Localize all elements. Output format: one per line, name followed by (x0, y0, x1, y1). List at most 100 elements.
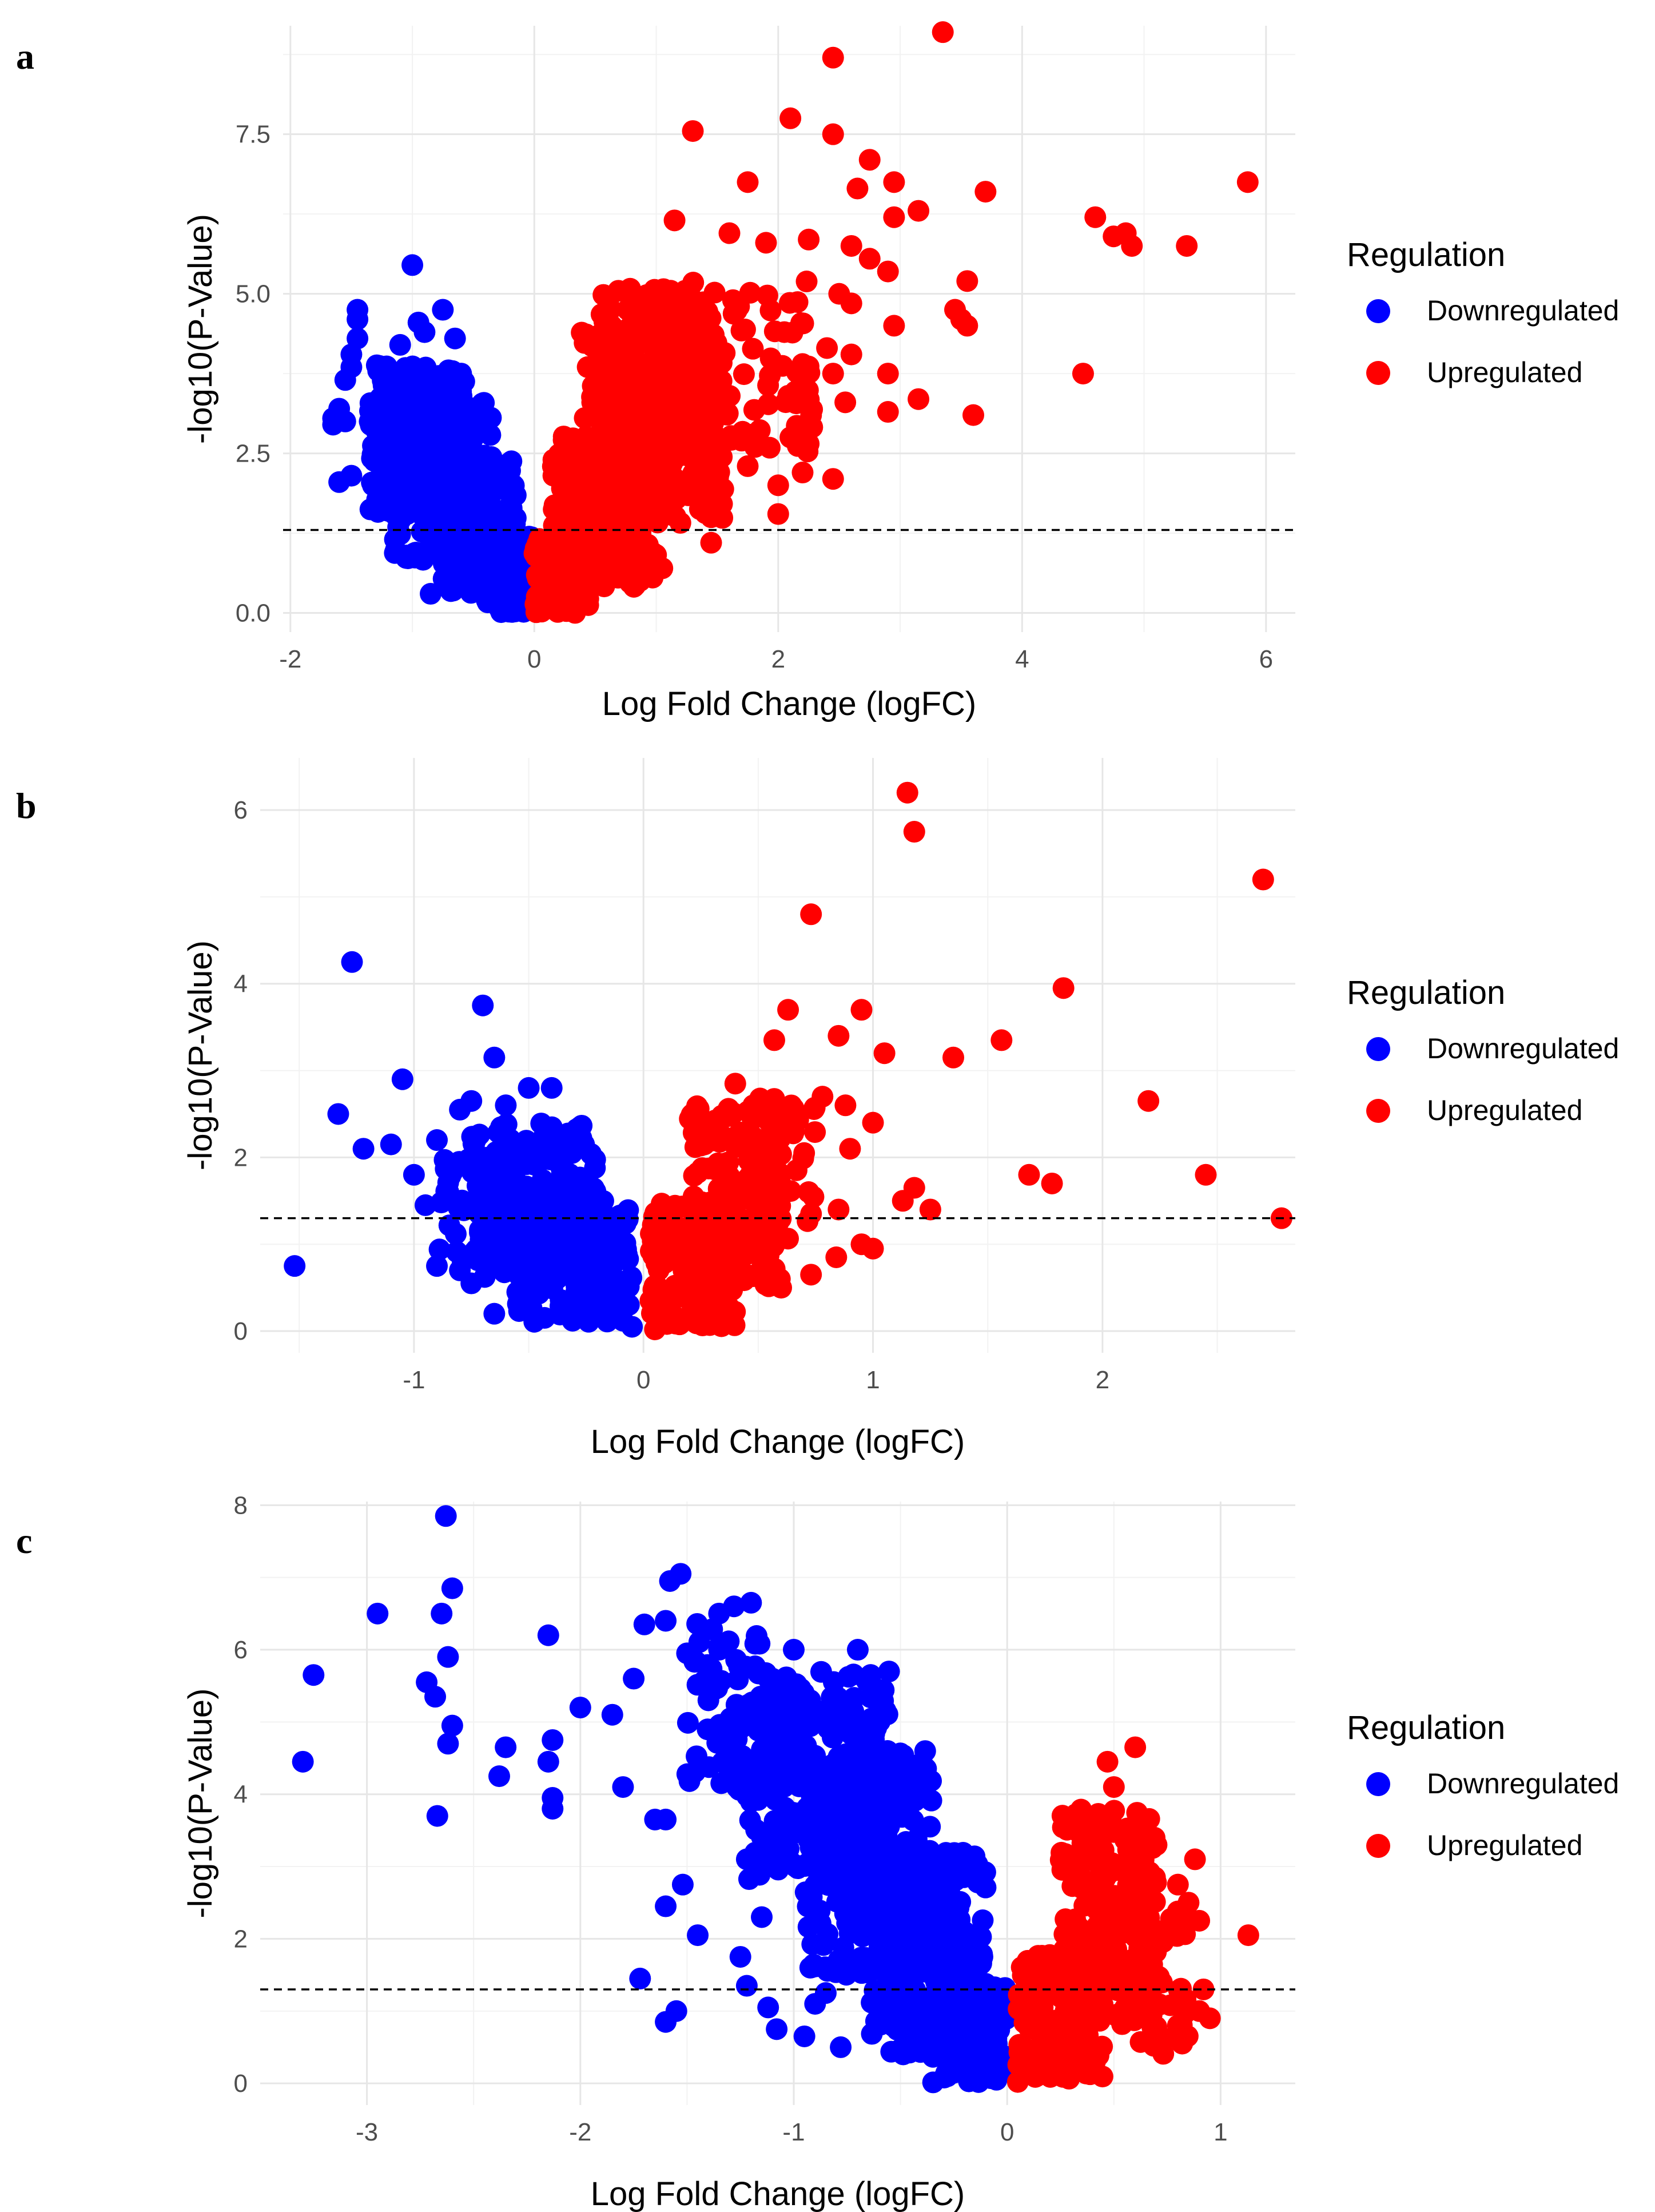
x-axis-title: Log Fold Change (logFC) (591, 1423, 965, 1460)
data-point (577, 1192, 599, 1214)
data-point (663, 209, 686, 232)
data-point (968, 2071, 990, 2093)
legend-title: Regulation (1347, 236, 1505, 273)
data-point (1167, 1873, 1189, 1896)
panel-letter: b (16, 785, 37, 826)
data-point (816, 337, 838, 359)
data-point (877, 363, 899, 385)
data-point (532, 1139, 555, 1161)
data-point (621, 1316, 643, 1338)
data-point (671, 289, 694, 311)
data-point (559, 573, 581, 595)
data-point (840, 235, 862, 257)
series-upregulated (1006, 1736, 1259, 2093)
data-point (908, 1932, 930, 1955)
data-point (727, 1669, 749, 1691)
data-point (936, 1971, 958, 1993)
data-point (651, 557, 674, 579)
data-point (858, 248, 881, 270)
data-point (841, 1866, 863, 1888)
data-point (1037, 2048, 1060, 2070)
data-point (742, 337, 764, 360)
data-point (1084, 206, 1107, 228)
data-point (723, 1595, 745, 1618)
data-point (655, 1808, 677, 1830)
data-point (566, 1274, 588, 1297)
data-point (642, 326, 665, 348)
data-point (749, 1864, 771, 1886)
data-point (383, 462, 405, 484)
data-point (438, 535, 460, 557)
data-point (604, 336, 626, 358)
data-point (755, 1107, 777, 1129)
data-point (949, 1932, 972, 1954)
data-point (821, 1957, 844, 1979)
legend-marker-downregulated (1366, 1037, 1390, 1061)
data-point (1176, 235, 1198, 257)
data-point (974, 181, 997, 203)
data-point (496, 1164, 518, 1186)
data-point (791, 462, 814, 484)
data-point (1252, 868, 1274, 891)
data-point (699, 1198, 722, 1221)
data-point (725, 1694, 747, 1716)
data-point (734, 319, 756, 341)
data-point (453, 464, 475, 486)
data-point (601, 1703, 623, 1726)
data-point (662, 505, 685, 527)
data-point (1055, 1908, 1077, 1931)
data-point (883, 171, 905, 193)
data-point (669, 436, 691, 459)
data-point (739, 1209, 761, 1231)
legend-label: Downregulated (1427, 295, 1619, 327)
y-tick-label: 2 (234, 1925, 248, 1953)
chart-panel-c: c -3 -2 -1 0 1 0 2 4 6 8 Log Fold Change (logFC) -lo… (16, 1491, 1619, 2212)
data-point (800, 903, 822, 926)
data-point (965, 2003, 988, 2025)
data-point (814, 1982, 837, 2004)
data-point (340, 464, 363, 487)
data-point (730, 430, 753, 452)
data-point (466, 408, 488, 431)
data-point (413, 499, 436, 522)
data-point (609, 408, 631, 431)
chart-panel-a: a -2 0 2 4 6 0.0 2.5 5.0 7.5 Log Fold Change (logF… (16, 21, 1619, 722)
data-point (1188, 2000, 1211, 2022)
data-point (552, 1227, 575, 1249)
data-point (777, 1228, 799, 1250)
data-point (586, 1213, 608, 1235)
data-point (828, 1198, 850, 1221)
data-point (728, 295, 750, 317)
data-point (587, 324, 610, 347)
data-point (428, 1238, 451, 1261)
data-point (600, 361, 622, 383)
x-tick-label: -1 (403, 1366, 425, 1394)
legend: Regulation Downregulated Upregulated (1347, 1709, 1619, 1861)
data-point (745, 1818, 767, 1841)
data-point (822, 468, 844, 490)
data-point (1184, 1848, 1206, 1871)
data-point (1096, 1805, 1119, 1828)
data-point (352, 1138, 375, 1160)
data-point (655, 1610, 677, 1632)
data-point (466, 1193, 488, 1215)
data-point (1237, 1924, 1259, 1947)
data-point (791, 353, 814, 375)
legend: Regulation Downregulated Upregulated (1347, 236, 1619, 388)
data-point (822, 1671, 845, 1693)
data-point (504, 1250, 527, 1272)
data-point (892, 1744, 914, 1766)
x-tick-label: -3 (356, 2118, 378, 2146)
data-point (871, 1868, 893, 1891)
data-point (677, 1711, 699, 1734)
data-point (436, 484, 458, 506)
y-tick-label: 6 (234, 796, 248, 824)
legend-marker-upregulated (1366, 1099, 1390, 1123)
data-point (823, 1876, 845, 1899)
data-point (590, 501, 612, 523)
data-point (1079, 1970, 1101, 1992)
data-point (812, 1934, 834, 1956)
data-point (696, 300, 718, 323)
data-point (687, 1098, 710, 1120)
data-point (537, 1624, 559, 1646)
